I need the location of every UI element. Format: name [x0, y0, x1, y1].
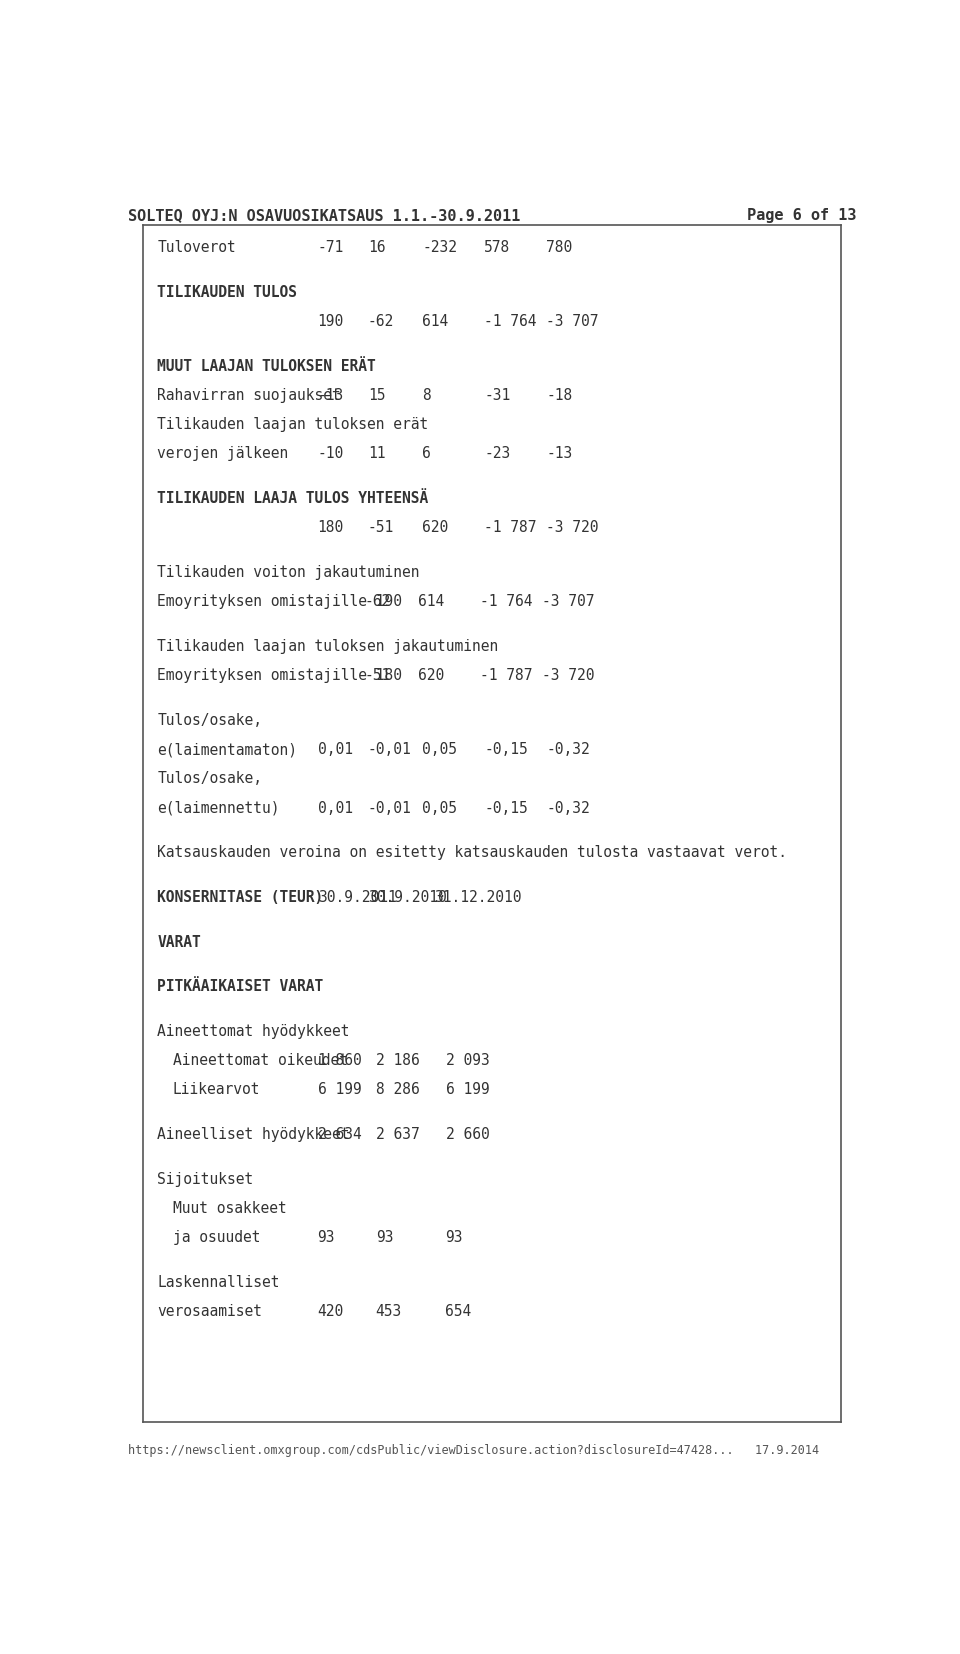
Text: Emoyrityksen omistajille 180: Emoyrityksen omistajille 180 [157, 668, 402, 683]
Text: -3 720: -3 720 [542, 668, 595, 683]
Text: MUUT LAAJAN TULOKSEN ERÄT: MUUT LAAJAN TULOKSEN ERÄT [157, 359, 376, 374]
Text: ja osuudet: ja osuudet [173, 1231, 260, 1245]
Text: 0,05: 0,05 [422, 801, 457, 815]
Text: verosaamiset: verosaamiset [157, 1305, 262, 1320]
Text: Tulos/osake,: Tulos/osake, [157, 713, 262, 728]
Text: 0,05: 0,05 [422, 743, 457, 758]
Text: -1 764: -1 764 [480, 594, 533, 609]
Text: PITKÄAIKAISET VARAT: PITKÄAIKAISET VARAT [157, 979, 324, 994]
Text: -18: -18 [546, 389, 572, 404]
Text: 620: 620 [419, 668, 444, 683]
Text: -0,32: -0,32 [546, 743, 590, 758]
Text: 2 634: 2 634 [318, 1126, 361, 1143]
Text: -0,15: -0,15 [484, 743, 528, 758]
Text: 93: 93 [375, 1231, 394, 1245]
Text: 30.9.2010: 30.9.2010 [368, 890, 446, 905]
Text: 620: 620 [422, 521, 448, 536]
Text: 2 093: 2 093 [445, 1054, 490, 1068]
Text: -3 707: -3 707 [542, 594, 595, 609]
Text: Page 6 of 13: Page 6 of 13 [747, 208, 856, 223]
Text: 93: 93 [318, 1231, 335, 1245]
Text: 654: 654 [445, 1305, 471, 1320]
Text: -62: -62 [364, 594, 391, 609]
Text: 8 286: 8 286 [375, 1082, 420, 1098]
Text: -71: -71 [318, 240, 344, 255]
Text: e(laimennettu): e(laimennettu) [157, 801, 279, 815]
Text: 31.12.2010: 31.12.2010 [434, 890, 521, 905]
Text: 578: 578 [484, 240, 511, 255]
Text: 190: 190 [318, 314, 344, 329]
Text: Tuloverot: Tuloverot [157, 240, 236, 255]
Text: -3 720: -3 720 [546, 521, 599, 536]
Text: Muut osakkeet: Muut osakkeet [173, 1201, 286, 1216]
Text: Aineettomat hyödykkeet: Aineettomat hyödykkeet [157, 1024, 349, 1039]
Text: Tilikauden laajan tuloksen erät: Tilikauden laajan tuloksen erät [157, 417, 428, 432]
Text: -3 707: -3 707 [546, 314, 599, 329]
Text: 1 860: 1 860 [318, 1054, 361, 1068]
Text: Katsauskauden veroina on esitetty katsauskauden tulosta vastaavat verot.: Katsauskauden veroina on esitetty katsau… [157, 845, 787, 860]
Text: 6 199: 6 199 [445, 1082, 490, 1098]
Text: 15: 15 [368, 389, 386, 404]
Text: https://newsclient.omxgroup.com/cdsPublic/viewDisclosure.action?disclosureId=474: https://newsclient.omxgroup.com/cdsPubli… [128, 1444, 819, 1457]
Text: VARAT: VARAT [157, 935, 201, 949]
Text: Aineettomat oikeudet: Aineettomat oikeudet [173, 1054, 348, 1068]
Text: Laskennalliset: Laskennalliset [157, 1275, 279, 1290]
Text: 6: 6 [422, 447, 431, 461]
Text: -1 764: -1 764 [484, 314, 537, 329]
Text: Liikearvot: Liikearvot [173, 1082, 260, 1098]
Text: 0,01: 0,01 [318, 801, 352, 815]
Text: 180: 180 [318, 521, 344, 536]
Text: -62: -62 [368, 314, 395, 329]
Text: -1 787: -1 787 [484, 521, 537, 536]
Text: 780: 780 [546, 240, 572, 255]
Text: 2 186: 2 186 [375, 1054, 420, 1068]
Text: TILIKAUDEN LAAJA TULOS YHTEENSÄ: TILIKAUDEN LAAJA TULOS YHTEENSÄ [157, 491, 428, 506]
Text: verojen jälkeen: verojen jälkeen [157, 447, 288, 461]
Text: -0,01: -0,01 [368, 743, 412, 758]
Text: Emoyrityksen omistajille 190: Emoyrityksen omistajille 190 [157, 594, 402, 609]
Text: 614: 614 [422, 314, 448, 329]
Text: Tilikauden voiton jakautuminen: Tilikauden voiton jakautuminen [157, 566, 420, 581]
Text: e(laimentamaton): e(laimentamaton) [157, 743, 298, 758]
Text: Tilikauden laajan tuloksen jakautuminen: Tilikauden laajan tuloksen jakautuminen [157, 638, 498, 653]
Text: -31: -31 [484, 389, 511, 404]
Text: 93: 93 [445, 1231, 463, 1245]
Text: 2 660: 2 660 [445, 1126, 490, 1143]
Text: -1 787: -1 787 [480, 668, 533, 683]
Text: -13: -13 [318, 389, 344, 404]
Text: 2 637: 2 637 [375, 1126, 420, 1143]
Text: 453: 453 [375, 1305, 402, 1320]
Text: -232: -232 [422, 240, 457, 255]
Text: KONSERNITASE (TEUR): KONSERNITASE (TEUR) [157, 890, 324, 905]
Text: 6 199: 6 199 [318, 1082, 361, 1098]
Text: Rahavirran suojaukset: Rahavirran suojaukset [157, 389, 341, 404]
Text: 16: 16 [368, 240, 386, 255]
Text: 30.9.2011: 30.9.2011 [318, 890, 396, 905]
Text: 8: 8 [422, 389, 431, 404]
Text: Sijoitukset: Sijoitukset [157, 1171, 253, 1188]
Text: Aineelliset hyödykkeet: Aineelliset hyödykkeet [157, 1126, 349, 1143]
Text: -51: -51 [368, 521, 395, 536]
Text: -0,15: -0,15 [484, 801, 528, 815]
Text: -23: -23 [484, 447, 511, 461]
Text: TILIKAUDEN TULOS: TILIKAUDEN TULOS [157, 284, 298, 299]
Text: 614: 614 [419, 594, 444, 609]
Text: 0,01: 0,01 [318, 743, 352, 758]
Text: -13: -13 [546, 447, 572, 461]
Text: -10: -10 [318, 447, 344, 461]
Text: -51: -51 [364, 668, 391, 683]
Text: 11: 11 [368, 447, 386, 461]
Text: Tulos/osake,: Tulos/osake, [157, 771, 262, 786]
Text: -0,32: -0,32 [546, 801, 590, 815]
Text: SOLTEQ OYJ:N OSAVUOSIKATSAUS 1.1.-30.9.2011: SOLTEQ OYJ:N OSAVUOSIKATSAUS 1.1.-30.9.2… [128, 208, 520, 223]
Text: -0,01: -0,01 [368, 801, 412, 815]
Text: 420: 420 [318, 1305, 344, 1320]
